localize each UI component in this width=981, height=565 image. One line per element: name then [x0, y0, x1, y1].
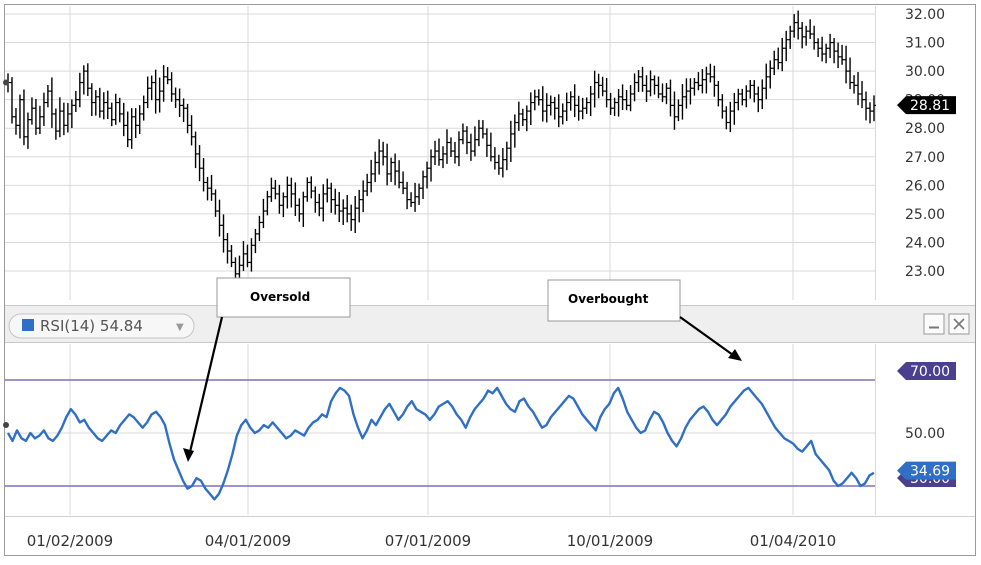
overbought-callout-box	[547, 279, 681, 322]
overbought-callout: Overbought	[547, 279, 742, 361]
rsi-last-value-label: 34.69	[910, 464, 950, 480]
minimize-button[interactable]	[923, 313, 945, 335]
rsi-series	[3, 386, 875, 501]
rsi-start-marker	[3, 422, 9, 428]
oversold-callout-box	[216, 277, 351, 318]
price-tick-label: 28.00	[905, 121, 945, 137]
x-tick-label: 01/02/2009	[27, 532, 113, 550]
chevron-down-icon[interactable]: ▼	[176, 322, 184, 333]
price-tick-label: 32.00	[905, 7, 945, 23]
price-grid	[5, 6, 876, 300]
minimize-icon[interactable]	[923, 313, 945, 335]
price-tick-label: 24.00	[905, 235, 945, 251]
price-tick-label: 25.00	[905, 207, 945, 223]
price-series	[3, 10, 876, 287]
indicator-label: RSI(14) 54.84	[40, 317, 143, 335]
x-tick-label: 01/04/2010	[750, 532, 836, 550]
close-button[interactable]	[948, 313, 970, 335]
indicator-header: RSI(14) 54.84 ▼	[5, 305, 975, 343]
price-y-axis: 32.0031.0030.0029.0028.0027.0026.0025.00…	[897, 7, 956, 280]
price-start-marker	[3, 79, 9, 86]
last-price-tag	[897, 96, 956, 115]
close-icon-stroke-b	[953, 318, 965, 330]
x-tick-label: 10/01/2009	[567, 532, 653, 550]
rsi-tick-label: 50.00	[905, 426, 945, 442]
price-tick-label: 26.00	[905, 178, 945, 194]
rsi-level-lines	[5, 379, 875, 487]
overbought-arrow-line	[679, 316, 734, 356]
price-tick-label: 23.00	[905, 264, 945, 280]
price-tick-label: 31.00	[905, 36, 945, 52]
rsi-legend-swatch	[22, 319, 34, 331]
rsi-level-70-tag	[897, 362, 956, 380]
x-tick-label: 07/01/2009	[385, 532, 471, 550]
overbought-arrowhead	[728, 349, 742, 361]
indicator-selector[interactable]: RSI(14) 54.84 ▼	[8, 313, 195, 339]
overbought-callout-text: Overbought	[568, 292, 649, 306]
rsi-level-70-label: 70.00	[910, 364, 950, 380]
price-tick-label: 27.00	[905, 150, 945, 166]
oversold-arrow-line	[188, 316, 224, 453]
last-price-label: 28.81	[910, 98, 950, 114]
chart-frame	[4, 4, 976, 556]
price-tick-label: 30.00	[905, 64, 945, 80]
indicator-selector-pill[interactable]	[8, 313, 195, 339]
oversold-callout: Oversold	[183, 277, 351, 462]
x-tick-label: 04/01/2009	[205, 532, 291, 550]
rsi-grid	[5, 344, 876, 515]
oversold-callout-text: Oversold	[250, 290, 310, 304]
rsi-last-value-tag	[897, 461, 956, 480]
rsi-line	[6, 386, 875, 501]
oversold-arrowhead	[183, 448, 194, 462]
x-axis: 01/02/2009 04/01/2009 07/01/2009 10/01/2009…	[27, 532, 836, 550]
